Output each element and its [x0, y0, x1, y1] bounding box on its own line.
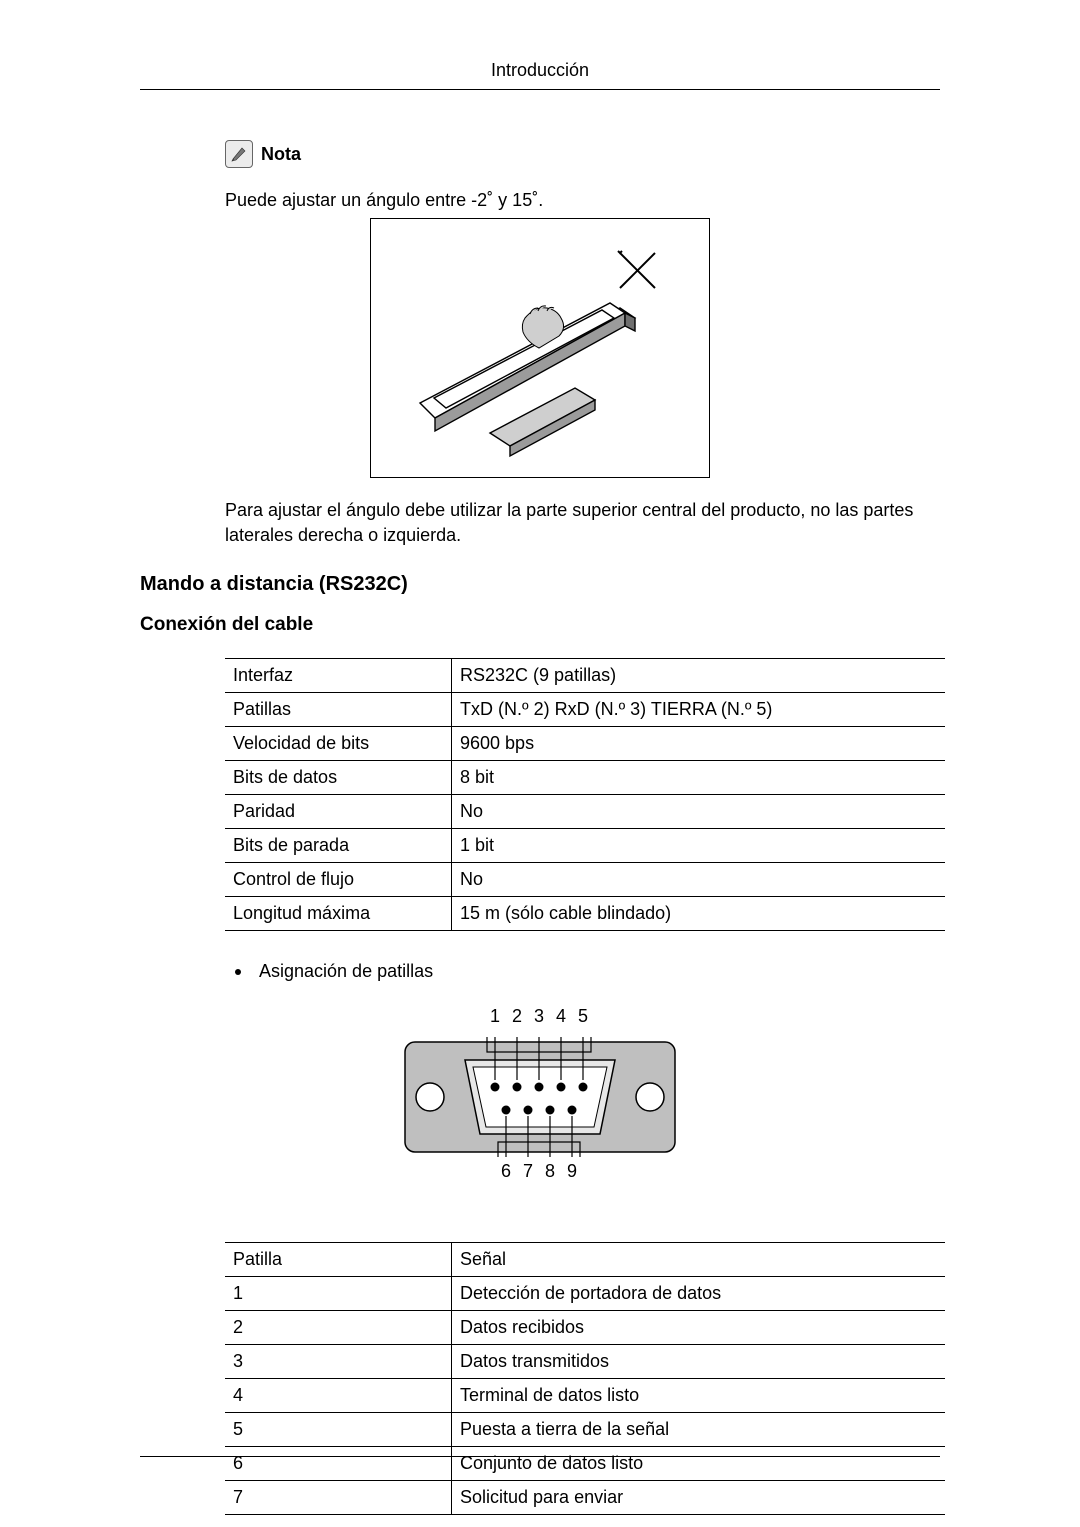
svg-text:1: 1: [490, 1006, 500, 1026]
table-row: 2Datos recibidos: [225, 1310, 945, 1344]
pin-signal: Solicitud para enviar: [452, 1480, 946, 1514]
pin-signal: Datos recibidos: [452, 1310, 946, 1344]
table-row: 5Puesta a tierra de la señal: [225, 1412, 945, 1446]
page: Introducción Nota Puede ajustar un ángul…: [0, 0, 1080, 1527]
pin-signal: Terminal de datos listo: [452, 1378, 946, 1412]
table-row: ParidadNo: [225, 794, 945, 828]
table-row: Longitud máxima15 m (sólo cable blindado…: [225, 896, 945, 930]
pin-number: 2: [225, 1310, 452, 1344]
table-row: InterfazRS232C (9 patillas): [225, 658, 945, 692]
svg-text:2: 2: [512, 1006, 522, 1026]
angle-paragraph: Para ajustar el ángulo debe utilizar la …: [225, 498, 940, 547]
spec-key: Bits de parada: [225, 828, 452, 862]
svg-text:6: 6: [501, 1161, 511, 1181]
note-label: Nota: [261, 144, 301, 165]
pin-number: 5: [225, 1412, 452, 1446]
spec-key: Bits de datos: [225, 760, 452, 794]
spec-value: TxD (N.º 2) RxD (N.º 3) TIERRA (N.º 5): [452, 692, 946, 726]
pin-number: 7: [225, 1480, 452, 1514]
spec-value: 9600 bps: [452, 726, 946, 760]
spec-value: RS232C (9 patillas): [452, 658, 946, 692]
table-row: Velocidad de bits9600 bps: [225, 726, 945, 760]
svg-text:8: 8: [545, 1161, 555, 1181]
note-text: Puede ajustar un ángulo entre -2˚ y 15˚.: [225, 188, 940, 212]
table-row: 6Conjunto de datos listo: [225, 1446, 945, 1480]
section-title: Mando a distancia (RS232C): [140, 573, 940, 596]
bullet-icon: [235, 969, 241, 975]
table-row: 1Detección de portadora de datos: [225, 1276, 945, 1310]
spec-value: No: [452, 794, 946, 828]
table-row: 4Terminal de datos listo: [225, 1378, 945, 1412]
spec-value: 15 m (sólo cable blindado): [452, 896, 946, 930]
monitor-figure: [140, 218, 940, 478]
svg-text:7: 7: [523, 1161, 533, 1181]
pin-number: 1: [225, 1276, 452, 1310]
pin-number: 3: [225, 1344, 452, 1378]
pin-signal: Puesta a tierra de la señal: [452, 1412, 946, 1446]
connector-figure: 12345 6789: [140, 992, 940, 1212]
bullet-row: Asignación de patillas: [225, 961, 940, 982]
spec-key: Paridad: [225, 794, 452, 828]
spec-value: 8 bit: [452, 760, 946, 794]
pin-number: 4: [225, 1378, 452, 1412]
table-row: Bits de parada1 bit: [225, 828, 945, 862]
page-header: Introducción: [140, 60, 940, 90]
pin-signal: Datos transmitidos: [452, 1344, 946, 1378]
spec-table: InterfazRS232C (9 patillas)PatillasTxD (…: [225, 658, 945, 931]
spec-value: 1 bit: [452, 828, 946, 862]
pin-signal: Conjunto de datos listo: [452, 1446, 946, 1480]
svg-text:4: 4: [556, 1006, 566, 1026]
note-icon: [225, 140, 253, 168]
table-row: 7Solicitud para enviar: [225, 1480, 945, 1514]
spec-key: Interfaz: [225, 658, 452, 692]
table-row: Bits de datos8 bit: [225, 760, 945, 794]
pin-signal: Detección de portadora de datos: [452, 1276, 946, 1310]
pin-col-header: Patilla: [225, 1242, 452, 1276]
svg-text:3: 3: [534, 1006, 544, 1026]
spec-key: Longitud máxima: [225, 896, 452, 930]
pin-table: PatillaSeñal1Detección de portadora de d…: [225, 1242, 945, 1515]
spec-key: Control de flujo: [225, 862, 452, 896]
svg-text:9: 9: [567, 1161, 577, 1181]
spec-value: No: [452, 862, 946, 896]
table-row: 3Datos transmitidos: [225, 1344, 945, 1378]
table-row: Control de flujoNo: [225, 862, 945, 896]
table-row: PatillasTxD (N.º 2) RxD (N.º 3) TIERRA (…: [225, 692, 945, 726]
section-subtitle: Conexión del cable: [140, 614, 940, 636]
spec-key: Velocidad de bits: [225, 726, 452, 760]
bullet-text: Asignación de patillas: [259, 961, 433, 982]
note-row: Nota: [225, 140, 940, 168]
pin-number: 6: [225, 1446, 452, 1480]
table-row: PatillaSeñal: [225, 1242, 945, 1276]
signal-col-header: Señal: [452, 1242, 946, 1276]
svg-text:5: 5: [578, 1006, 588, 1026]
footer-rule: [140, 1456, 940, 1457]
spec-key: Patillas: [225, 692, 452, 726]
page-title: Introducción: [491, 60, 589, 80]
